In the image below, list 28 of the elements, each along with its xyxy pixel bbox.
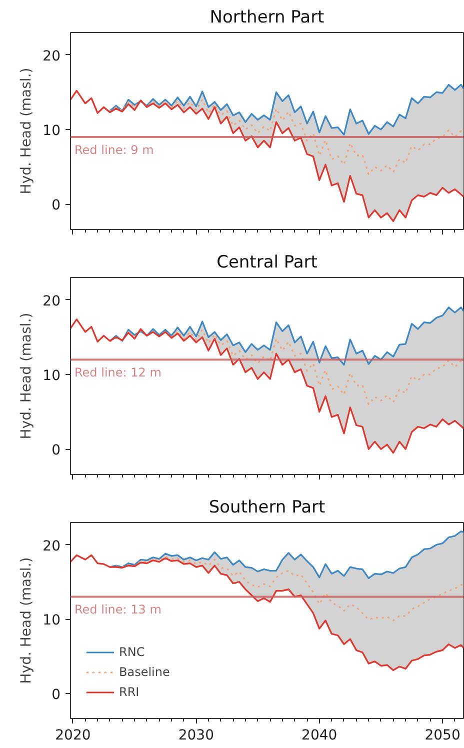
y-tick-label: 20	[42, 538, 61, 554]
chart-title: Southern Part	[208, 498, 326, 518]
y-tick-label: 20	[42, 293, 61, 310]
y-tick-label: 0	[52, 198, 61, 214]
y-tick-label: 10	[42, 612, 61, 629]
x-tick-label: 2020	[55, 728, 91, 744]
line-series	[109, 84, 464, 136]
legend-label: Baseline	[119, 665, 170, 679]
y-tick-label: 10	[42, 368, 61, 384]
chart-title: Northern Part	[210, 8, 325, 28]
ref-line-label: Red line: 13 m	[74, 602, 162, 617]
y-axis-title: Hyd. Head (masl.)	[18, 68, 35, 194]
y-tick-label: 0	[52, 442, 61, 459]
y-tick-label: 0	[52, 686, 61, 703]
line-series	[109, 530, 464, 579]
line-series	[109, 306, 464, 366]
y-axis-title: Hyd. Head (masl.)	[18, 312, 35, 440]
x-tick-label: 2050	[424, 728, 460, 744]
legend-label: RRI	[119, 685, 140, 699]
legend-label: RNC	[119, 645, 145, 659]
chart-title: Central Part	[216, 252, 318, 272]
ref-line-label: Red line: 9 m	[74, 142, 154, 157]
x-tick-label: 2030	[178, 728, 214, 744]
y-axis-title: Hyd. Head (masl.)	[18, 557, 35, 684]
y-tick-label: 20	[42, 48, 61, 64]
x-tick-label: 2040	[302, 728, 338, 744]
ref-line-label: Red line: 12 m	[74, 366, 162, 380]
y-tick-label: 10	[42, 123, 61, 140]
